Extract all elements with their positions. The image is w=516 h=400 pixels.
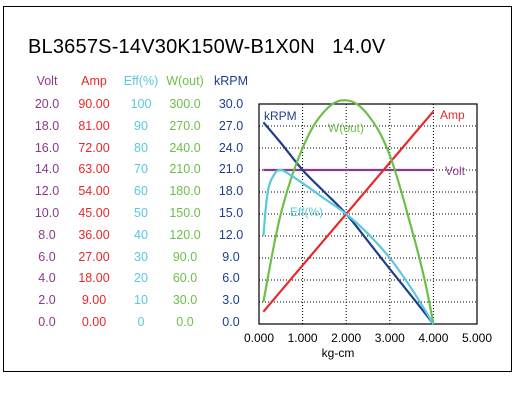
column-header-wout: W(out) [166,74,204,88]
series-line-eff [262,168,435,325]
scale-value-amp: 27.00 [78,249,110,264]
x-tick-label: 2.000 [331,331,361,345]
scale-value-wout: 0.0 [176,315,194,329]
scale-value-eff: 60 [134,184,148,199]
scale-value-amp: 0.00 [81,315,107,329]
scale-value-krpm: 24.0 [218,140,244,155]
x-tick-label: 4.000 [418,331,448,345]
scale-value-wout: 60.0 [172,271,198,286]
scale-value-krpm: 0.0 [222,315,240,329]
plot-border [258,103,478,325]
scale-value-wout: 120.0 [169,227,201,242]
scale-value-krpm: 12.0 [218,227,244,242]
x-tick-label: 5.000 [462,331,492,345]
scale-value-eff: 40 [134,227,148,242]
scale-value-eff: 10 [134,293,148,308]
scale-value-volt: 20.0 [34,97,60,111]
scale-value-krpm: 21.0 [218,162,244,177]
scale-value-volt: 12.0 [34,184,60,199]
scale-value-volt: 18.0 [34,118,60,133]
scale-value-eff: 0 [137,315,145,329]
scale-value-wout: 30.0 [172,293,198,308]
scale-value-eff: 50 [134,206,148,220]
column-header-volt: Volt [36,74,58,88]
scale-value-eff: 100 [130,97,152,111]
scale-value-wout: 270.0 [169,118,201,133]
scale-value-amp: 72.00 [78,140,110,155]
scale-value-volt: 16.0 [34,140,60,155]
scale-value-wout: 150.0 [169,206,201,220]
scale-value-eff: 20 [134,271,148,286]
scale-value-volt: 0.0 [38,315,56,329]
series-label-eff: Eff(%) [290,205,323,219]
scale-value-krpm: 9.0 [222,249,240,264]
series-line-krpm [262,121,435,325]
scale-value-amp: 45.00 [78,206,110,220]
scale-value-volt: 2.0 [38,293,56,308]
scale-value-eff: 80 [134,140,148,155]
scale-value-krpm: 6.0 [222,271,240,286]
scale-value-krpm: 15.0 [218,206,244,220]
column-header-eff: Eff(%) [123,74,159,88]
scale-value-volt: 10.0 [34,206,60,220]
x-tick-label: 0.000 [244,331,274,345]
column-header-amp: Amp [81,74,107,88]
x-axis-label: kg-cm [322,346,355,360]
scale-value-amp: 9.00 [81,293,107,308]
scale-value-volt: 14.0 [34,162,60,177]
scale-value-amp: 63.00 [78,162,110,177]
series-label-amp: Amp [440,108,465,122]
scale-value-eff: 90 [134,118,148,133]
scale-value-amp: 18.00 [78,271,110,286]
scale-value-wout: 300.0 [169,97,201,111]
scale-value-amp: 90.00 [78,97,110,111]
scale-value-eff: 30 [134,249,148,264]
scale-value-eff: 70 [134,162,148,177]
scale-value-wout: 240.0 [169,140,201,155]
scale-value-volt: 6.0 [38,249,56,264]
scale-value-krpm: 18.0 [218,184,244,199]
x-tick-label: 3.000 [375,331,405,345]
scale-value-wout: 180.0 [169,184,201,199]
scale-value-wout: 90.0 [172,249,198,264]
column-header-krpm: kRPM [213,74,249,88]
scale-value-krpm: 3.0 [222,293,240,308]
scale-value-amp: 81.00 [78,118,110,133]
scale-value-amp: 54.00 [78,184,110,199]
scale-value-wout: 210.0 [169,162,201,177]
series-label-krpm: kRPM [264,109,297,123]
chart-frame [3,6,512,372]
scale-value-krpm: 30.0 [218,97,244,111]
scale-value-krpm: 27.0 [218,118,244,133]
chart-title: BL3657S-14V30K150W-B1X0N 14.0V [28,36,386,58]
scale-value-volt: 8.0 [38,227,56,242]
series-label-volt: Volt [445,164,466,178]
series-line-wout [262,99,435,325]
series-label-wout: W(out) [328,121,364,135]
scale-value-amp: 36.00 [78,227,110,242]
scale-value-volt: 4.0 [38,271,56,286]
x-tick-label: 1.000 [288,331,318,345]
